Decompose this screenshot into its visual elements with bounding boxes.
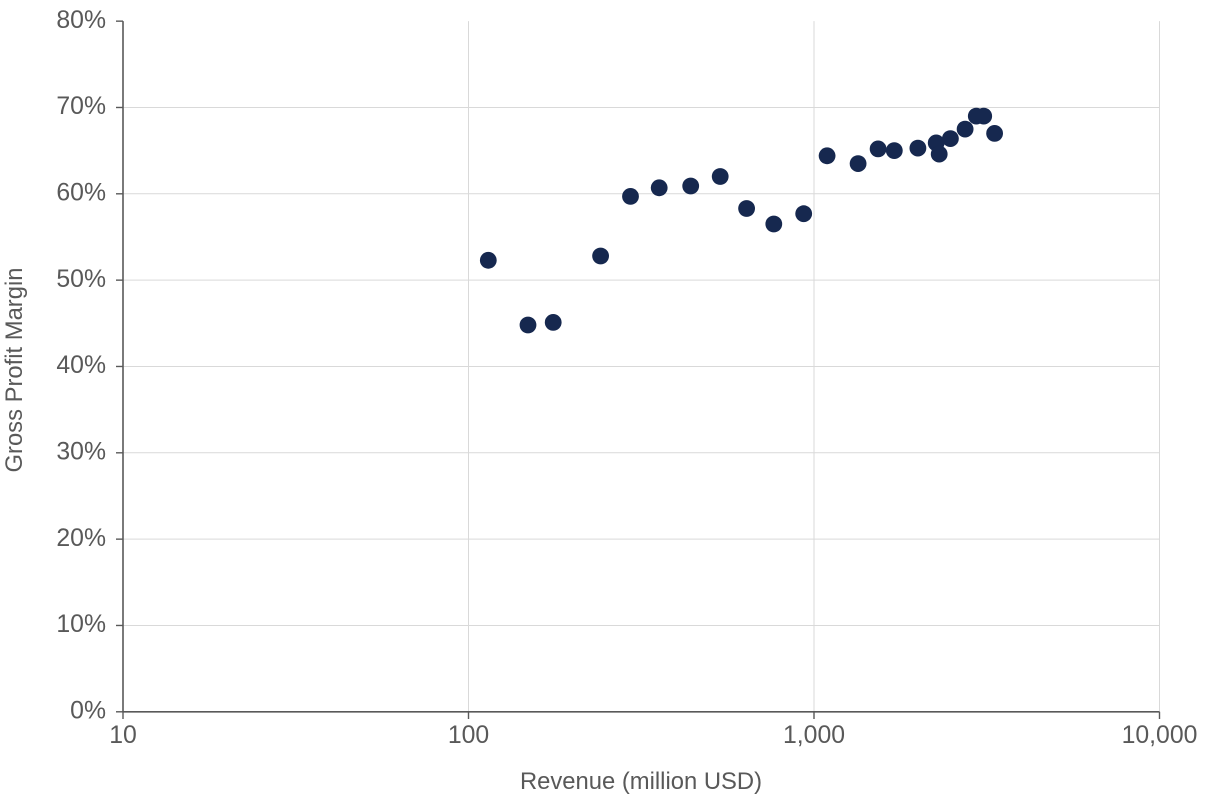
svg-text:Gross Profit Margin: Gross Profit Margin (1, 268, 28, 473)
svg-text:10%: 10% (56, 611, 106, 638)
svg-text:60%: 60% (56, 180, 106, 207)
svg-text:80%: 80% (56, 7, 106, 34)
svg-text:30%: 30% (56, 439, 106, 466)
svg-text:40%: 40% (56, 352, 106, 379)
svg-text:70%: 70% (56, 93, 106, 120)
svg-text:10: 10 (109, 722, 137, 749)
svg-text:0%: 0% (70, 698, 106, 725)
svg-text:20%: 20% (56, 525, 106, 552)
svg-text:50%: 50% (56, 266, 106, 293)
svg-text:Revenue (million USD): Revenue (million USD) (520, 768, 762, 795)
svg-text:100: 100 (448, 722, 489, 749)
svg-text:10,000: 10,000 (1122, 722, 1198, 749)
svg-text:1,000: 1,000 (783, 722, 845, 749)
